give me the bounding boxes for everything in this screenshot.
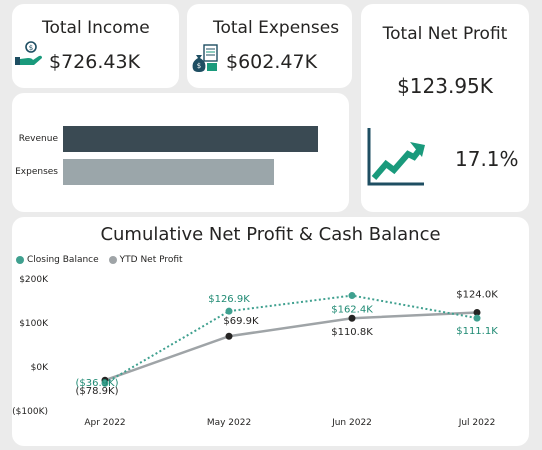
legend-ytd-net-profit: YTD Net Profit [108, 255, 183, 265]
total-income-card: Total Income $ $726.43K [12, 4, 179, 88]
total-expenses-title: Total Expenses [213, 18, 340, 38]
money-hand-icon: $ [14, 40, 44, 72]
ytd-net-profit-line [104, 311, 478, 382]
closing-balance-point [348, 292, 356, 300]
svg-text:$: $ [197, 62, 201, 70]
closing-balance-data-label: $126.9K [208, 294, 250, 305]
x-tick-label: May 2022 [207, 418, 251, 428]
ytd-net-profit-data-label: $69.9K [223, 316, 259, 327]
line-chart-plot: $200K $100K $0K ($100K) Apr 2022 May 2022 Jun … [12, 275, 498, 428]
closing-balance-data-label: ($36.9K) [76, 378, 119, 389]
total-income-value: $726.43K [49, 51, 141, 73]
svg-text:$: $ [29, 44, 33, 52]
x-tick-label: Apr 2022 [84, 418, 125, 428]
legend-label-closing-balance: Closing Balance [27, 255, 99, 265]
y-tick-label: $100K [19, 319, 49, 329]
y-tick-label: $200K [19, 275, 49, 285]
closing-balance-data-label: $111.1K [456, 326, 498, 337]
profit-margin-value: 17.1% [455, 147, 519, 171]
legend-dot-ytd-net-profit [108, 256, 117, 264]
legend-closing-balance: Closing Balance [16, 255, 99, 265]
expenses-bar [63, 159, 275, 185]
legend-label-ytd-net-profit: YTD Net Profit [119, 255, 183, 265]
ytd-net-profit-data-label: $110.8K [331, 327, 373, 338]
ytd-net-profit-data-label: $124.0K [456, 289, 498, 300]
closing-balance-point [225, 307, 233, 315]
x-tick-label: Jun 2022 [331, 418, 372, 428]
total-expenses-card: Total Expenses $ $602.47K [187, 4, 352, 88]
ytd-net-profit-point [348, 314, 356, 322]
closing-balance-line [104, 294, 478, 385]
bar-label-expenses: Expenses [15, 167, 58, 177]
total-net-profit-value: $123.95K [397, 74, 493, 98]
bar-label-revenue: Revenue [18, 134, 58, 144]
revenue-expenses-bar-chart: Revenue Expenses [12, 93, 349, 212]
closing-balance-data-label: $162.4K [331, 305, 373, 316]
x-tick-label: Jul 2022 [458, 418, 496, 428]
y-tick-label: ($100K) [12, 407, 48, 417]
chart-legend: Closing Balance YTD Net Profit [16, 255, 183, 265]
money-bag-invoice-icon: $ [190, 43, 220, 77]
ytd-net-profit-point [225, 332, 233, 340]
chart-title: Cumulative Net Profit & Cash Balance [100, 224, 441, 245]
ytd-net-profit-data-label: ($78.9K) [76, 386, 119, 397]
total-net-profit-card: Total Net Profit $123.95K 17.1% [361, 4, 529, 212]
total-income-title: Total Income [42, 18, 150, 38]
legend-dot-closing-balance [16, 256, 24, 264]
trend-up-chart-icon [366, 126, 428, 192]
closing-balance-point [473, 314, 481, 322]
total-expenses-value: $602.47K [226, 51, 318, 73]
revenue-bar [63, 126, 318, 152]
y-tick-label: $0K [31, 363, 49, 373]
total-net-profit-title: Total Net Profit [382, 24, 508, 44]
ytd-net-profit-point [473, 308, 481, 316]
closing-balance-point [101, 379, 109, 387]
cumulative-line-chart: Cumulative Net Profit & Cash Balance Clo… [12, 217, 529, 446]
